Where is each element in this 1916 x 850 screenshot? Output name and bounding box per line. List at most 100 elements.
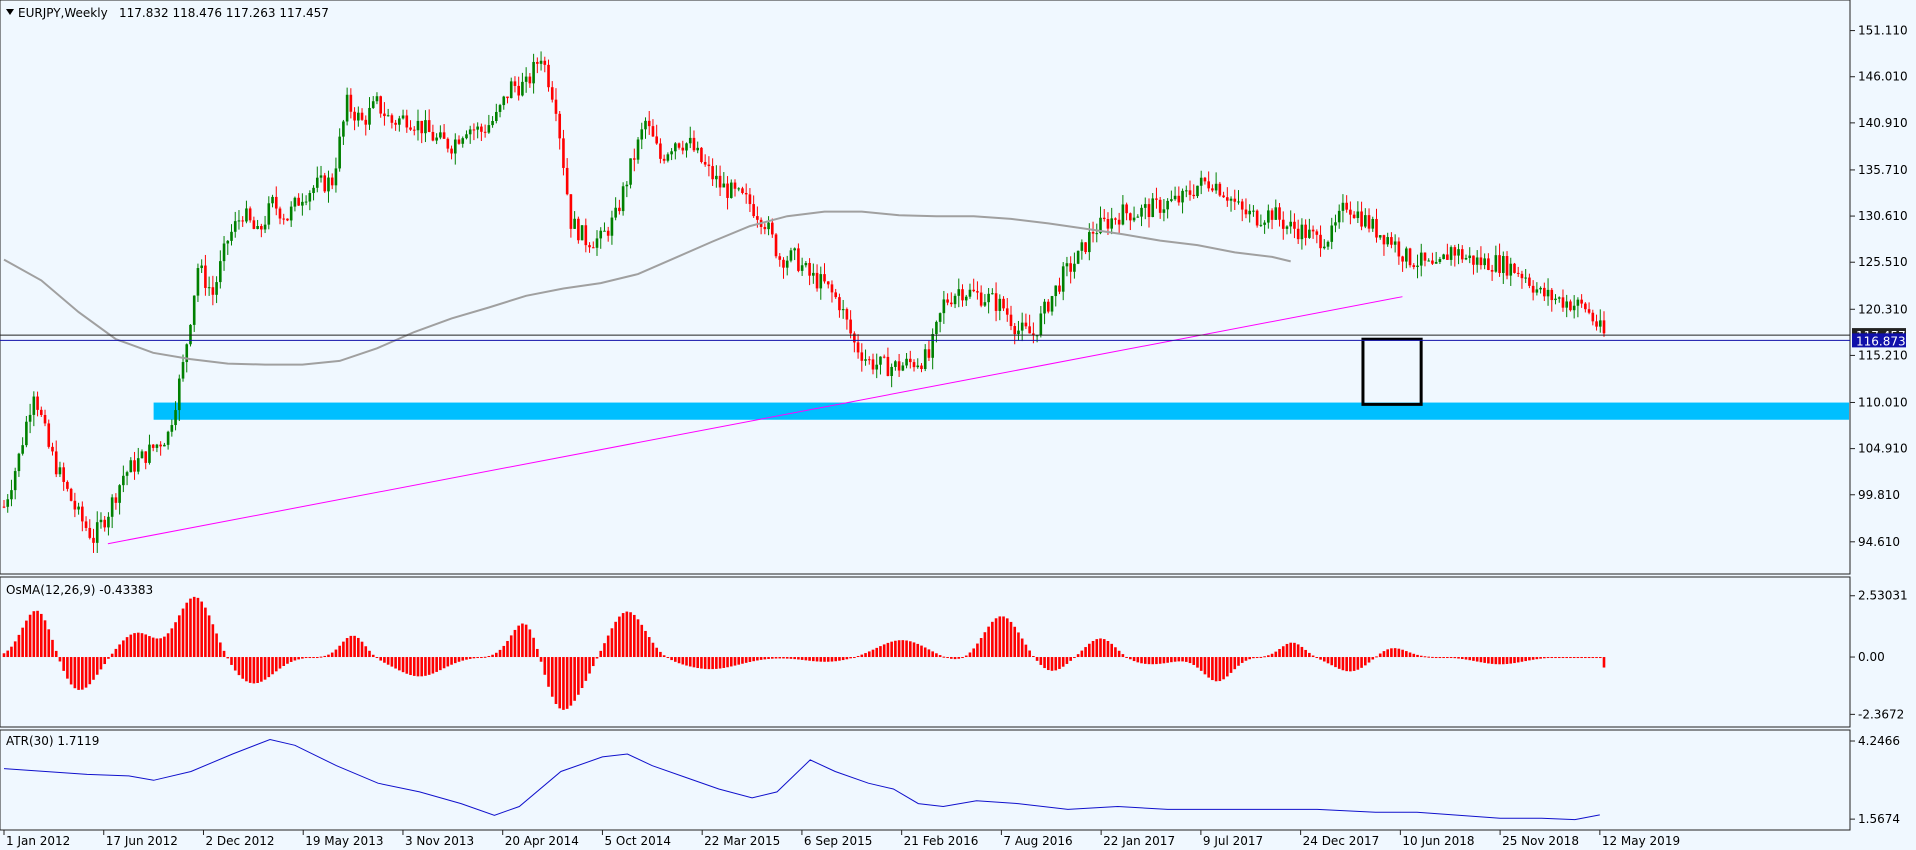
osma-bar — [1349, 657, 1352, 672]
osma-bar — [386, 657, 390, 665]
candle-body — [916, 365, 920, 368]
osma-bar — [1595, 657, 1598, 659]
dropdown-triangle-icon[interactable] — [6, 9, 14, 15]
osma-bar — [1364, 657, 1367, 666]
osma-bar — [170, 628, 174, 658]
price-tick-label: 140.910 — [1858, 116, 1908, 130]
candle-body — [1028, 326, 1031, 334]
osma-bar — [860, 654, 864, 658]
candle-body — [289, 206, 293, 221]
osma-bar — [1110, 643, 1113, 658]
osma-bar — [271, 657, 274, 675]
candle-body — [1427, 260, 1431, 262]
osma-bar — [140, 633, 144, 658]
candle-body — [554, 99, 558, 114]
candle-body — [1222, 195, 1225, 198]
candle-body — [1181, 190, 1184, 203]
osma-tick-label: -2.3672 — [1858, 707, 1904, 721]
candle-body — [1479, 257, 1483, 266]
osma-bar — [1308, 652, 1311, 658]
candle-body — [864, 359, 867, 361]
osma-bar — [1300, 646, 1304, 658]
osma-bar — [1043, 657, 1046, 669]
osma-bar — [1121, 654, 1125, 658]
date-axis: 1 Jan 2012 17 Jun 2012 2 Dec 2012 19 May 20… — [3, 830, 1680, 848]
osma-bar — [36, 610, 39, 658]
osma-bar — [1102, 639, 1106, 658]
candle-body — [543, 60, 547, 65]
osma-bar — [491, 654, 494, 658]
candle-body — [1393, 241, 1397, 245]
candle-body — [1475, 257, 1479, 265]
osma-bar — [882, 644, 886, 658]
osma-bar — [670, 657, 673, 661]
candle-body — [662, 158, 666, 161]
osma-bar — [159, 638, 162, 658]
osma-bar — [1475, 657, 1479, 662]
price-tick-label: 104.910 — [1858, 442, 1908, 456]
candle-body — [1102, 217, 1106, 220]
candle-body — [1091, 232, 1095, 234]
candle-body — [1248, 210, 1251, 215]
candle-body — [1434, 262, 1438, 264]
candle-body — [81, 506, 84, 522]
price-tick-label: 99.810 — [1858, 488, 1900, 502]
osma-bar — [480, 657, 483, 659]
osma-bar — [189, 598, 192, 658]
osma-bar — [1117, 650, 1121, 658]
osma-bar — [1375, 656, 1378, 658]
candle-body — [1050, 296, 1054, 312]
osma-bar — [565, 657, 569, 709]
osma-bar — [901, 640, 905, 658]
osma-bar — [1513, 657, 1516, 664]
atr-tick-label: 1.5674 — [1858, 812, 1900, 826]
candle-body — [1505, 256, 1509, 276]
osma-bar — [1192, 657, 1196, 665]
candle-body — [1386, 237, 1389, 245]
osma-bar — [1345, 657, 1348, 672]
osma-bar — [1535, 657, 1539, 660]
osma-bar — [1207, 657, 1210, 678]
osma-bar — [938, 655, 942, 658]
candle-body — [1472, 255, 1475, 265]
osma-bar — [13, 641, 17, 658]
osma-bar — [614, 621, 617, 658]
candle-body — [159, 444, 162, 447]
osma-bar — [453, 657, 457, 664]
osma-bar — [957, 657, 961, 659]
osma-bar — [1136, 657, 1140, 663]
candle-body — [1487, 258, 1490, 270]
osma-bar — [577, 657, 580, 695]
date-tick-label: 19 May 2013 — [305, 834, 383, 848]
candle-body — [25, 421, 28, 446]
osma-bar — [1296, 644, 1300, 658]
osma-bar — [327, 654, 330, 658]
candle-body — [457, 139, 461, 144]
osma-bar — [1211, 657, 1214, 681]
candle-body — [1416, 265, 1419, 268]
osma-bar — [1270, 653, 1274, 658]
candle-body — [36, 396, 39, 410]
osma-bar — [1076, 654, 1080, 658]
osma-bar — [99, 657, 103, 670]
osma-bar — [1330, 657, 1334, 666]
candle-body — [938, 313, 942, 322]
osma-bar — [692, 657, 696, 668]
osma-bar — [379, 657, 382, 661]
osma-bar — [1080, 650, 1084, 658]
osma-bar — [890, 641, 893, 658]
candle-body — [446, 138, 450, 149]
candle-body — [875, 364, 879, 370]
candle-body — [1005, 308, 1009, 315]
osma-bar — [163, 636, 166, 658]
candle-body — [375, 96, 379, 102]
candle-body — [1382, 235, 1386, 245]
osma-bar — [1501, 657, 1505, 665]
osma-bar — [1278, 648, 1281, 658]
osma-bar — [502, 645, 506, 658]
osma-bar — [1419, 655, 1423, 658]
candle-body — [51, 446, 54, 452]
candle-body — [274, 196, 278, 209]
candle-body — [1591, 312, 1595, 322]
candle-body — [756, 216, 759, 220]
